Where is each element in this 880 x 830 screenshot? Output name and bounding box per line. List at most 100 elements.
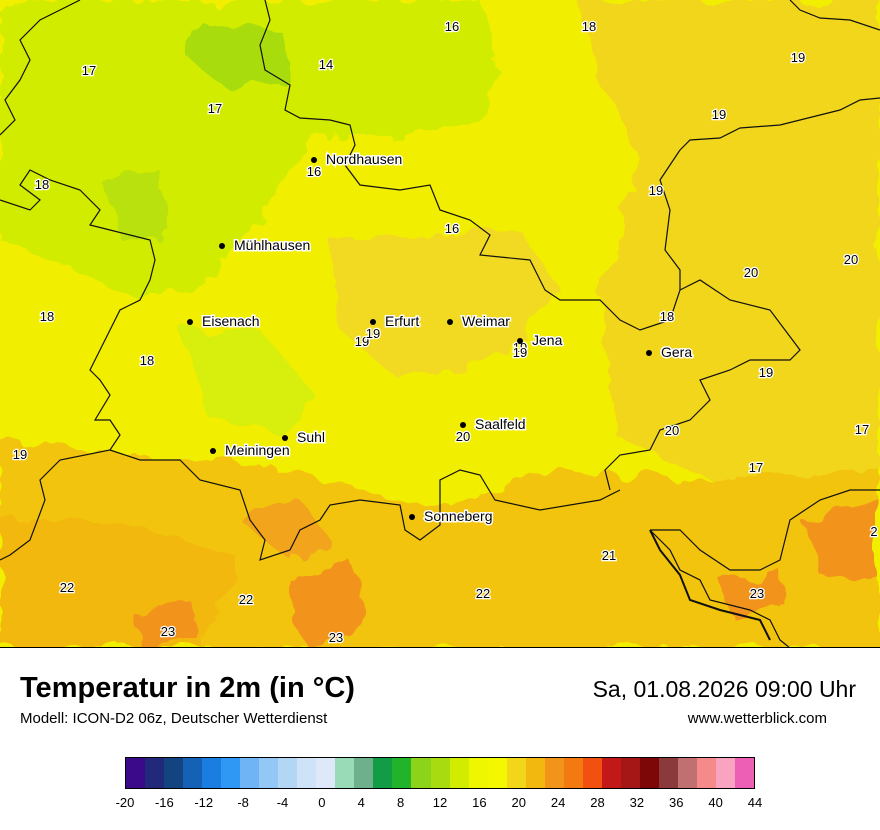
city-marker: Mühlhausen <box>219 236 312 255</box>
legend-color-swatch <box>411 758 431 788</box>
legend-color-swatch <box>164 758 184 788</box>
city-name-label: Jena <box>532 332 563 348</box>
legend-tick-label: 36 <box>669 795 684 810</box>
temperature-value-label: 19 <box>513 340 527 355</box>
website-link[interactable]: www.wetterblick.com <box>687 710 827 727</box>
legend-color-swatch <box>335 758 355 788</box>
city-dot <box>370 319 376 325</box>
borders <box>0 0 880 647</box>
legend-color-swatch <box>639 758 659 788</box>
legend-color-swatch <box>449 758 469 788</box>
legend-color-swatch <box>354 758 374 788</box>
city-temperature-label: 19 <box>513 345 527 360</box>
temperature-value-label: 18 <box>582 19 596 34</box>
cool-zone-northwest <box>190 20 290 90</box>
legend-color-swatch <box>259 758 279 788</box>
legend-tick-label: 40 <box>708 795 723 810</box>
city-dot <box>517 338 523 344</box>
legend-tick-label: -16 <box>154 795 174 810</box>
temperature-value-label: 20 <box>665 423 679 438</box>
warm-zone-central <box>330 230 560 380</box>
legend-tick-label: 4 <box>357 795 365 810</box>
border-west <box>0 169 156 561</box>
city-dot <box>447 319 453 325</box>
temperature-value-label: 18 <box>40 309 54 324</box>
border-north <box>0 0 801 491</box>
city-marker: Suhl <box>282 428 327 447</box>
cool-zone-south <box>180 330 320 430</box>
temperature-value-label: 18 <box>140 353 154 368</box>
hot-zone-1 <box>130 600 200 647</box>
city-name-label: Weimar <box>462 313 510 329</box>
temperature-value-label: 20 <box>744 265 758 280</box>
legend-tick-label: 24 <box>550 795 566 810</box>
legend-color-swatch <box>506 758 526 788</box>
legend-color-swatch <box>563 758 583 788</box>
legend-color-swatch <box>373 758 393 788</box>
legend-color-swatch <box>297 758 317 788</box>
color-scale-legend <box>125 757 755 789</box>
city-dot <box>282 435 288 441</box>
legend-tick-label: 12 <box>432 795 448 810</box>
legend-color-swatch <box>278 758 298 788</box>
legend-color-swatch <box>316 758 336 788</box>
temperature-value-label: 18 <box>35 177 49 192</box>
legend-color-swatch <box>202 758 222 788</box>
temperature-value-label: 20 <box>844 252 858 267</box>
city-name-label: Eisenach <box>202 313 260 329</box>
hot-zone-2 <box>290 560 370 647</box>
legend-tick-label: 8 <box>397 795 405 810</box>
temperature-value-label: 18 <box>660 309 674 324</box>
legend-tick-label: -4 <box>276 795 289 810</box>
city-name-label: Nordhausen <box>326 151 402 167</box>
legend-tick-label: 0 <box>318 795 326 810</box>
city-marker: Saalfeld 20 <box>455 415 528 446</box>
forecast-datetime: Sa, 01.08.2026 09:00 Uhr <box>592 676 856 702</box>
temperature-value-label: 19 <box>791 50 805 65</box>
temperature-value-label: 19 <box>712 107 726 122</box>
legend-color-swatch <box>696 758 716 788</box>
legend-tick-label: -8 <box>237 795 249 810</box>
city-name-label: Meiningen <box>225 442 290 458</box>
temperature-value-label: 21 <box>602 548 616 563</box>
city-marker: Eisenach <box>187 312 261 331</box>
hot-zone-4 <box>800 500 880 580</box>
legend-color-swatch <box>715 758 735 788</box>
legend-tick-label: 28 <box>590 795 605 810</box>
city-name-label: Erfurt <box>385 313 419 329</box>
city-name-label: Mühlhausen <box>234 237 310 253</box>
legend-color-swatch <box>601 758 621 788</box>
temperature-value-label: 14 <box>319 57 333 72</box>
city-temperature-label: 19 <box>366 326 380 341</box>
legend-color-swatch <box>183 758 203 788</box>
city-marker: Nordhausen 16 <box>306 150 404 181</box>
legend-color-swatch <box>126 758 146 788</box>
warm-zone-south-band <box>240 500 330 560</box>
legend-color-swatch <box>620 758 640 788</box>
legend-tick-label: -20 <box>115 795 135 810</box>
legend-color-swatch <box>430 758 450 788</box>
temperature-value-label: 22 <box>239 592 253 607</box>
city-marker: Meiningen <box>210 441 291 460</box>
legend-color-swatch <box>735 758 755 788</box>
temperature-value-label: 23 <box>329 630 343 645</box>
temperature-value-label: 16 <box>445 221 459 236</box>
temperature-value-label: 19 <box>759 365 773 380</box>
temperature-value-label: 19 <box>355 334 369 349</box>
legend-color-swatch <box>145 758 165 788</box>
city-dot <box>646 350 652 356</box>
color-scale-ticks: -20 -16 -12 -8 -4 0 4 8 12 16 20 24 28 32 36 40 44 <box>0 795 880 815</box>
hot-zone-3 <box>720 570 790 615</box>
city-temperature-label: 16 <box>307 164 321 179</box>
city-dot <box>409 514 415 520</box>
legend-tick-label: -12 <box>194 795 214 810</box>
city-dot <box>219 243 225 249</box>
temperature-value-label: 19 <box>649 183 663 198</box>
temperature-value-label: 23 <box>161 624 175 639</box>
temperature-value-label: 17 <box>208 101 222 116</box>
legend-color-swatch <box>582 758 602 788</box>
legend-tick-label: 32 <box>629 795 645 810</box>
